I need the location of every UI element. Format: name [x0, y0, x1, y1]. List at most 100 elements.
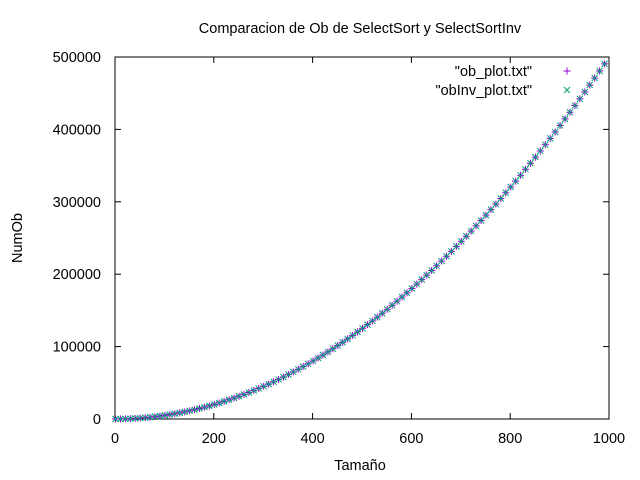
point-obinv-plot	[576, 95, 584, 103]
point-obinv-plot-d2	[393, 297, 401, 305]
point-obinv-plot	[383, 305, 391, 313]
point-obinv-plot	[186, 407, 193, 415]
point-obinv-plot-d2	[280, 373, 287, 381]
point-obinv-plot-d2	[201, 403, 208, 411]
legend-marker-cross	[563, 86, 571, 94]
point-obinv-plot	[556, 122, 564, 129]
x-tick-label: 600	[399, 431, 423, 447]
point-obinv-plot-d2	[112, 415, 119, 423]
point-obinv-plot-d2	[457, 238, 465, 245]
point-obinv-plot	[112, 415, 119, 423]
point-obinv-plot	[482, 211, 490, 219]
point-obinv-plot-d2	[596, 67, 603, 75]
point-obinv-plot	[324, 348, 332, 356]
point-obinv-plot	[201, 403, 208, 411]
axes: 0 200 400 600 800 1000 0 100000 200000 300000 4000…	[53, 50, 626, 447]
point-obinv-plot-d2	[551, 128, 559, 136]
point-obinv-plot	[369, 317, 376, 325]
point-obinv-plot-d2	[314, 354, 322, 362]
point-obinv-plot-d2	[289, 368, 297, 376]
x-tick-label: 1000	[593, 431, 625, 447]
point-obinv-plot-d2	[601, 60, 608, 68]
point-obinv-plot	[289, 368, 297, 376]
point-obinv-plot-d2	[591, 74, 599, 82]
point-obinv-plot	[378, 309, 386, 317]
y-tick-label: 400000	[53, 122, 101, 138]
point-obinv-plot	[522, 165, 529, 173]
point-obinv-plot-d2	[462, 232, 470, 240]
point-obinv-plot-d2	[527, 159, 534, 167]
point-obinv-plot-d2	[586, 81, 594, 89]
point-obinv-plot	[393, 297, 401, 305]
point-obinv-plot	[541, 141, 549, 149]
point-obinv-plot	[344, 335, 352, 343]
point-obinv-plot	[571, 102, 579, 109]
point-obinv-plot-d2	[324, 348, 332, 356]
point-obinv-plot-d2	[344, 335, 352, 343]
point-obinv-plot	[280, 373, 287, 381]
point-obinv-plot-d2	[522, 165, 529, 173]
plot-frame	[114, 56, 610, 420]
point-obinv-plot	[206, 402, 213, 410]
point-obinv-plot	[122, 415, 129, 423]
point-obinv-plot-d2	[285, 371, 292, 378]
point-obinv-plot	[487, 206, 495, 213]
point-obinv-plot-d2	[369, 317, 376, 325]
point-obinv-plot	[457, 238, 465, 245]
point-obinv-plot	[472, 222, 480, 230]
point-obinv-plot	[309, 357, 317, 365]
point-obinv-plot	[536, 147, 544, 155]
point-obinv-plot-d2	[492, 200, 500, 208]
point-obinv-plot-d2	[171, 410, 179, 418]
point-obinv-plot-d2	[304, 360, 312, 368]
point-obinv-plot	[329, 345, 337, 353]
point-obinv-plot	[596, 67, 603, 75]
point-obinv-plot-d2	[206, 402, 213, 410]
x-tick-label: 800	[498, 431, 522, 447]
point-obinv-plot	[566, 108, 574, 116]
y-tick-label: 500000	[53, 50, 101, 66]
point-obinv-plot-d2	[354, 328, 361, 336]
x-axis-label: Tamaño	[334, 458, 386, 474]
point-obinv-plot-d2	[388, 301, 396, 309]
point-obinv-plot-d2	[472, 222, 480, 230]
point-obinv-plot-d2	[117, 415, 124, 423]
point-obinv-plot	[354, 328, 361, 336]
point-obinv-plot	[527, 159, 534, 167]
point-obinv-plot-d2	[373, 313, 381, 321]
point-obinv-plot	[546, 134, 554, 142]
point-obinv-plot-d2	[210, 401, 218, 408]
point-obinv-plot-d2	[556, 122, 564, 129]
x-tick-label: 200	[202, 431, 226, 447]
point-obinv-plot-d2	[536, 147, 544, 155]
y-axis-label: NumOb	[10, 213, 26, 263]
point-obinv-plot	[601, 60, 608, 68]
point-obinv-plot-d2	[156, 412, 164, 420]
point-obinv-plot	[294, 365, 302, 373]
point-obinv-plot-d2	[359, 324, 366, 332]
point-obinv-plot-d2	[487, 206, 495, 213]
point-obinv-plot	[314, 354, 322, 362]
point-obinv-plot	[561, 115, 569, 123]
chart-title: Comparacion de Ob de SelectSort y Select…	[199, 21, 522, 37]
point-obinv-plot-d2	[146, 413, 154, 421]
point-obinv-plot-d2	[126, 415, 134, 423]
point-obinv-plot	[492, 200, 500, 208]
point-obinv-plot-d2	[161, 411, 169, 419]
point-obinv-plot-d2	[467, 227, 475, 235]
y-tick-label: 300000	[53, 195, 101, 211]
point-obinv-plot-d2	[576, 95, 584, 103]
point-obinv-plot	[502, 189, 510, 197]
point-obinv-plot	[304, 360, 312, 368]
point-obinv-plot	[507, 183, 515, 191]
point-obinv-plot-d2	[122, 415, 129, 423]
point-obinv-plot	[196, 405, 203, 412]
point-obinv-plot-d2	[151, 413, 159, 421]
point-obinv-plot-d2	[364, 321, 371, 329]
point-obinv-plot	[477, 217, 485, 224]
point-obinv-plot-d2	[383, 305, 391, 313]
point-obinv-plot	[586, 81, 594, 89]
point-obinv-plot	[191, 406, 198, 414]
point-obinv-plot-d2	[329, 345, 337, 353]
